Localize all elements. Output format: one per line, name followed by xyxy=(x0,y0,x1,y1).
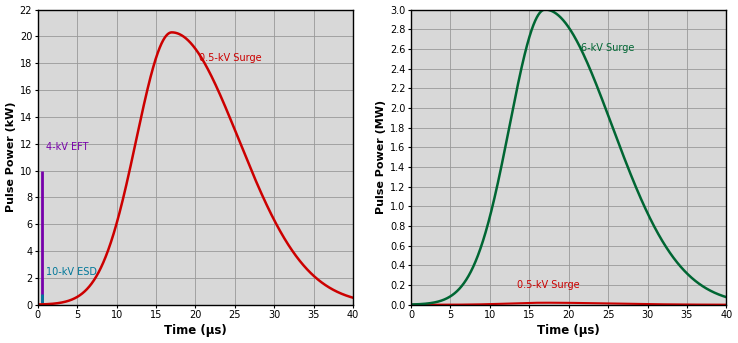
Text: 4-kV EFT: 4-kV EFT xyxy=(46,142,88,152)
Text: 10-kV ESD: 10-kV ESD xyxy=(46,267,97,277)
X-axis label: Time (μs): Time (μs) xyxy=(537,324,600,338)
Text: 0.5-kV Surge: 0.5-kV Surge xyxy=(199,52,262,62)
Y-axis label: Pulse Power (kW): Pulse Power (kW) xyxy=(6,102,15,212)
X-axis label: Time (μs): Time (μs) xyxy=(164,324,227,338)
Y-axis label: Pulse Power (MW): Pulse Power (MW) xyxy=(376,100,386,214)
Text: 6-kV Surge: 6-kV Surge xyxy=(581,43,634,53)
Text: 0.5-kV Surge: 0.5-kV Surge xyxy=(517,280,580,290)
